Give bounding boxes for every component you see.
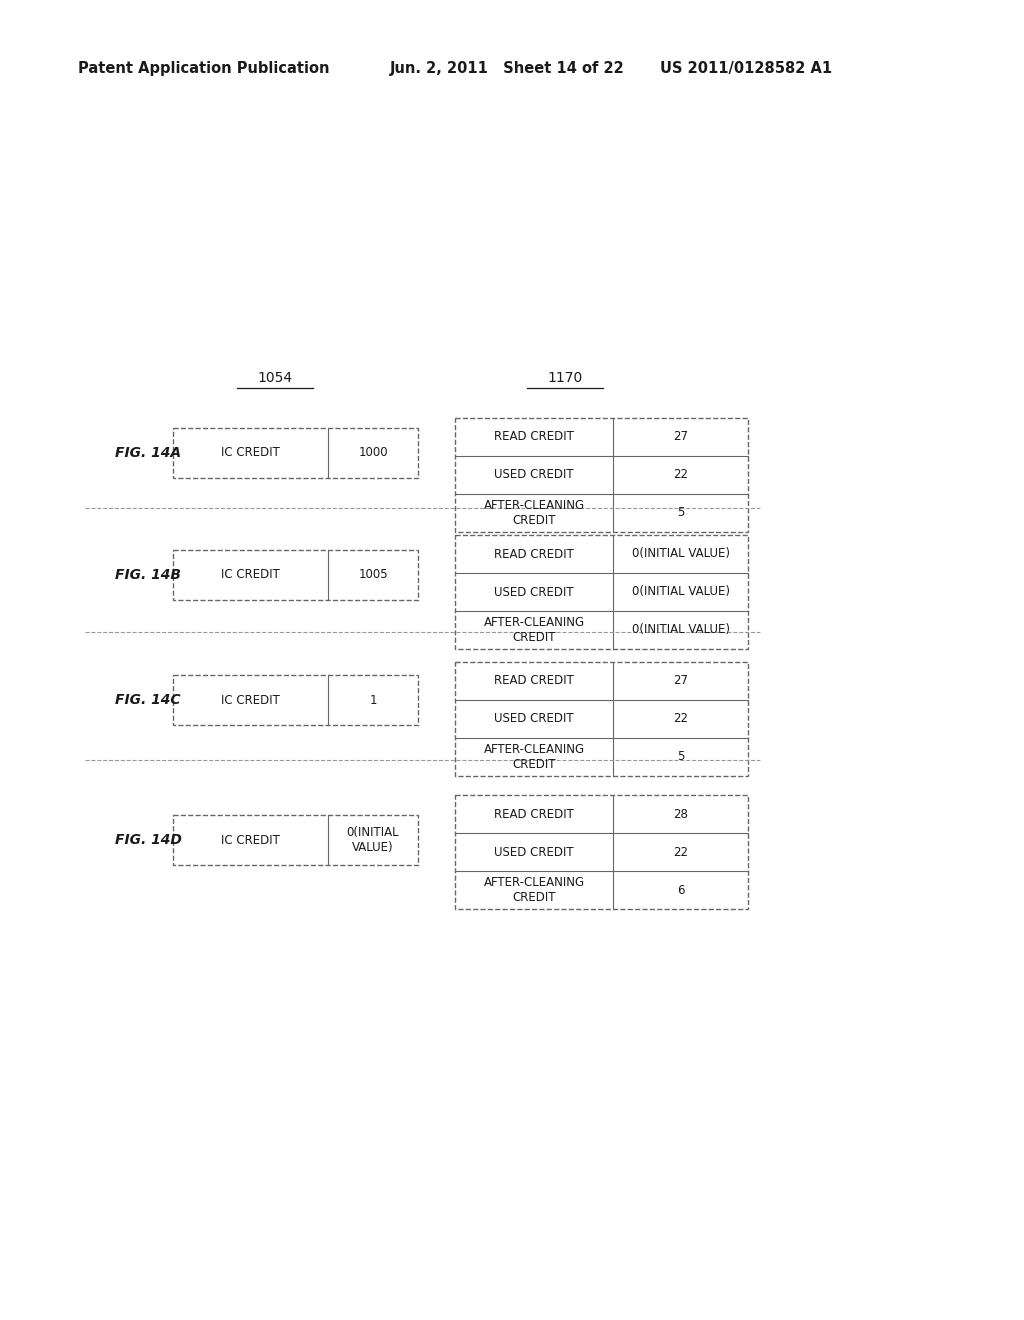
Bar [173, 814, 418, 865]
Text: IC CREDIT: IC CREDIT [221, 569, 280, 582]
Text: Patent Application Publication: Patent Application Publication [78, 61, 330, 75]
Text: 1170: 1170 [548, 371, 583, 385]
Text: READ CREDIT: READ CREDIT [494, 548, 573, 561]
Text: 1000: 1000 [358, 446, 388, 459]
Text: 5: 5 [677, 751, 684, 763]
Text: IC CREDIT: IC CREDIT [221, 446, 280, 459]
Bar [455, 795, 748, 909]
Bar [455, 663, 748, 776]
Bar [455, 535, 748, 649]
Text: FIG. 14D: FIG. 14D [115, 833, 182, 847]
Text: 1: 1 [370, 693, 377, 706]
Text: 0(INITIAL
VALUE): 0(INITIAL VALUE) [347, 826, 399, 854]
Text: FIG. 14A: FIG. 14A [115, 446, 181, 459]
Text: 22: 22 [673, 469, 688, 482]
Text: Jun. 2, 2011   Sheet 14 of 22: Jun. 2, 2011 Sheet 14 of 22 [390, 61, 625, 75]
Bar [173, 675, 418, 725]
Text: 6: 6 [677, 883, 684, 896]
Text: READ CREDIT: READ CREDIT [494, 675, 573, 688]
Text: AFTER-CLEANING
CREDIT: AFTER-CLEANING CREDIT [483, 499, 585, 527]
Text: AFTER-CLEANING
CREDIT: AFTER-CLEANING CREDIT [483, 616, 585, 644]
Text: READ CREDIT: READ CREDIT [494, 808, 573, 821]
Text: 27: 27 [673, 430, 688, 444]
Text: USED CREDIT: USED CREDIT [495, 469, 573, 482]
Text: 0(INITIAL VALUE): 0(INITIAL VALUE) [632, 623, 729, 636]
Text: 22: 22 [673, 846, 688, 858]
Text: AFTER-CLEANING
CREDIT: AFTER-CLEANING CREDIT [483, 876, 585, 904]
Text: READ CREDIT: READ CREDIT [494, 430, 573, 444]
Text: 1005: 1005 [358, 569, 388, 582]
Bar [455, 418, 748, 532]
Text: AFTER-CLEANING
CREDIT: AFTER-CLEANING CREDIT [483, 743, 585, 771]
Text: 22: 22 [673, 713, 688, 726]
Text: IC CREDIT: IC CREDIT [221, 693, 280, 706]
Text: 5: 5 [677, 507, 684, 520]
Text: FIG. 14B: FIG. 14B [115, 568, 181, 582]
Text: 27: 27 [673, 675, 688, 688]
Text: 0(INITIAL VALUE): 0(INITIAL VALUE) [632, 548, 729, 561]
Text: FIG. 14C: FIG. 14C [115, 693, 180, 708]
Text: USED CREDIT: USED CREDIT [495, 586, 573, 598]
Text: US 2011/0128582 A1: US 2011/0128582 A1 [660, 61, 833, 75]
Text: 0(INITIAL VALUE): 0(INITIAL VALUE) [632, 586, 729, 598]
Text: IC CREDIT: IC CREDIT [221, 833, 280, 846]
Text: 28: 28 [673, 808, 688, 821]
Bar [173, 550, 418, 601]
Bar [173, 428, 418, 478]
Text: USED CREDIT: USED CREDIT [495, 713, 573, 726]
Text: 1054: 1054 [257, 371, 293, 385]
Text: USED CREDIT: USED CREDIT [495, 846, 573, 858]
